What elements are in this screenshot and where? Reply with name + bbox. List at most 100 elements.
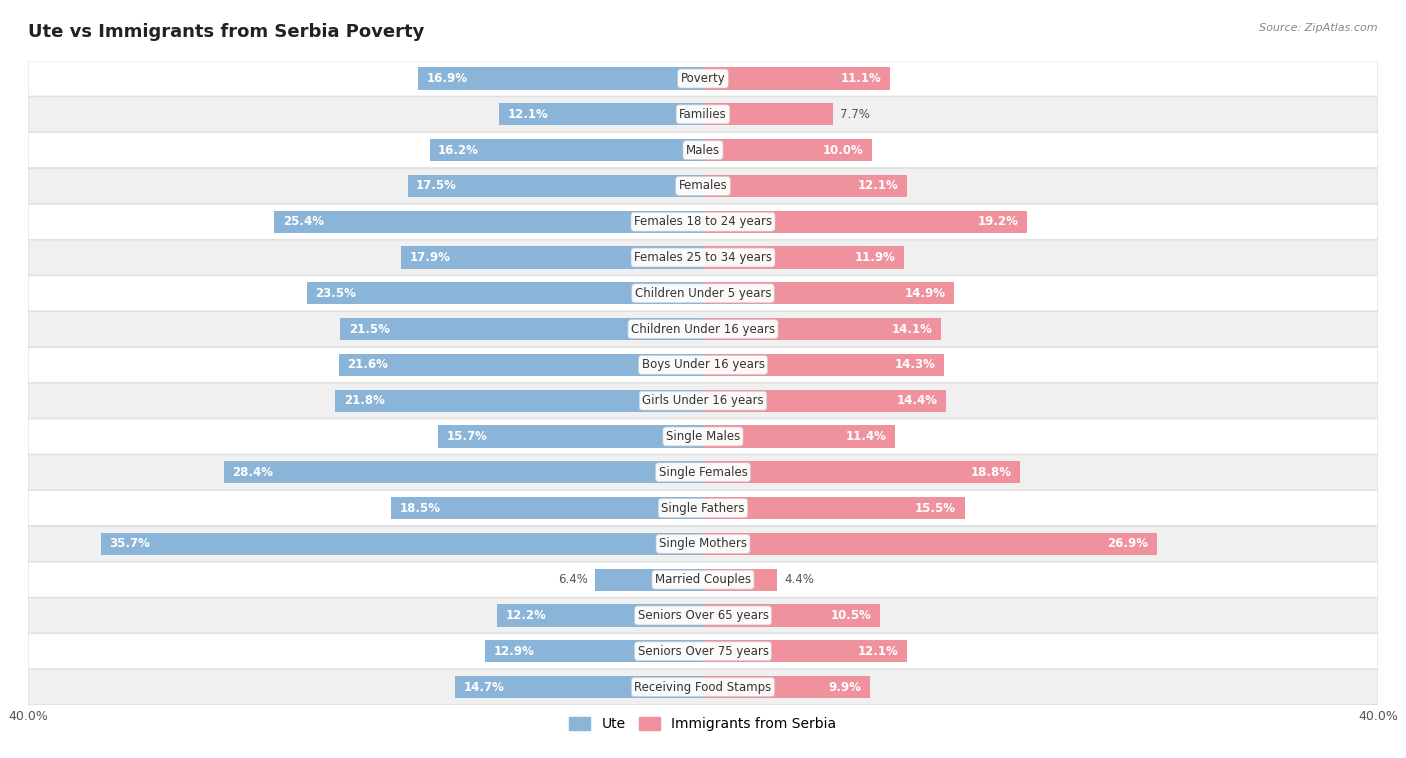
Text: Females 25 to 34 years: Females 25 to 34 years xyxy=(634,251,772,264)
Text: 4.4%: 4.4% xyxy=(785,573,814,586)
Bar xyxy=(703,568,778,590)
Text: Females 18 to 24 years: Females 18 to 24 years xyxy=(634,215,772,228)
Bar xyxy=(703,390,946,412)
Text: Children Under 16 years: Children Under 16 years xyxy=(631,323,775,336)
Text: 11.9%: 11.9% xyxy=(855,251,896,264)
Bar xyxy=(703,533,1157,555)
Text: Single Fathers: Single Fathers xyxy=(661,502,745,515)
Text: 14.3%: 14.3% xyxy=(896,359,936,371)
FancyBboxPatch shape xyxy=(28,634,1378,669)
Text: Single Mothers: Single Mothers xyxy=(659,537,747,550)
Bar xyxy=(391,497,703,519)
Text: 14.1%: 14.1% xyxy=(891,323,932,336)
Bar xyxy=(340,318,703,340)
Text: Poverty: Poverty xyxy=(681,72,725,85)
Text: 18.8%: 18.8% xyxy=(970,465,1012,479)
Text: 6.4%: 6.4% xyxy=(558,573,588,586)
Bar xyxy=(430,139,703,161)
Text: 12.1%: 12.1% xyxy=(858,180,898,193)
Text: 16.9%: 16.9% xyxy=(426,72,467,85)
FancyBboxPatch shape xyxy=(28,312,1378,346)
Text: 28.4%: 28.4% xyxy=(232,465,273,479)
Bar xyxy=(703,67,890,89)
FancyBboxPatch shape xyxy=(28,490,1378,525)
Text: 7.7%: 7.7% xyxy=(839,108,869,121)
Text: 14.7%: 14.7% xyxy=(464,681,505,694)
Bar xyxy=(274,211,703,233)
Text: 12.1%: 12.1% xyxy=(508,108,548,121)
Bar xyxy=(703,676,870,698)
FancyBboxPatch shape xyxy=(28,97,1378,132)
Text: 26.9%: 26.9% xyxy=(1108,537,1149,550)
Text: Girls Under 16 years: Girls Under 16 years xyxy=(643,394,763,407)
Bar xyxy=(703,318,941,340)
Bar xyxy=(418,67,703,89)
Bar xyxy=(101,533,703,555)
Text: Males: Males xyxy=(686,143,720,157)
Bar xyxy=(339,354,703,376)
Text: Source: ZipAtlas.com: Source: ZipAtlas.com xyxy=(1260,23,1378,33)
Bar xyxy=(703,103,832,125)
Text: Seniors Over 65 years: Seniors Over 65 years xyxy=(637,609,769,622)
Text: Married Couples: Married Couples xyxy=(655,573,751,586)
FancyBboxPatch shape xyxy=(28,598,1378,633)
Bar xyxy=(703,604,880,627)
Text: Single Females: Single Females xyxy=(658,465,748,479)
Bar xyxy=(703,175,907,197)
Text: 15.7%: 15.7% xyxy=(447,430,488,443)
Bar xyxy=(703,211,1026,233)
Bar xyxy=(703,139,872,161)
Text: 12.2%: 12.2% xyxy=(506,609,547,622)
FancyBboxPatch shape xyxy=(28,526,1378,562)
Text: 35.7%: 35.7% xyxy=(110,537,150,550)
Bar xyxy=(498,604,703,627)
Text: 17.9%: 17.9% xyxy=(409,251,450,264)
Text: 12.1%: 12.1% xyxy=(858,645,898,658)
Text: 21.8%: 21.8% xyxy=(343,394,384,407)
Text: 18.5%: 18.5% xyxy=(399,502,440,515)
Bar xyxy=(703,282,955,305)
Bar xyxy=(335,390,703,412)
Text: Single Males: Single Males xyxy=(666,430,740,443)
Bar xyxy=(595,568,703,590)
Bar xyxy=(703,641,907,662)
Text: 17.5%: 17.5% xyxy=(416,180,457,193)
Bar xyxy=(401,246,703,268)
Text: 21.5%: 21.5% xyxy=(349,323,389,336)
FancyBboxPatch shape xyxy=(28,276,1378,311)
Bar xyxy=(703,246,904,268)
Bar xyxy=(703,354,945,376)
Text: Females: Females xyxy=(679,180,727,193)
Bar xyxy=(439,425,703,447)
FancyBboxPatch shape xyxy=(28,383,1378,418)
Bar xyxy=(307,282,703,305)
Text: 9.9%: 9.9% xyxy=(828,681,862,694)
FancyBboxPatch shape xyxy=(28,419,1378,454)
Bar xyxy=(703,461,1021,484)
Legend: Ute, Immigrants from Serbia: Ute, Immigrants from Serbia xyxy=(564,712,842,737)
Text: 19.2%: 19.2% xyxy=(977,215,1018,228)
Text: 16.2%: 16.2% xyxy=(439,143,479,157)
Text: 12.9%: 12.9% xyxy=(494,645,534,658)
Text: 15.5%: 15.5% xyxy=(915,502,956,515)
Text: 14.4%: 14.4% xyxy=(897,394,938,407)
Text: 25.4%: 25.4% xyxy=(283,215,323,228)
Text: 10.0%: 10.0% xyxy=(823,143,863,157)
Bar xyxy=(456,676,703,698)
Text: Receiving Food Stamps: Receiving Food Stamps xyxy=(634,681,772,694)
FancyBboxPatch shape xyxy=(28,133,1378,168)
Text: 23.5%: 23.5% xyxy=(315,287,356,300)
FancyBboxPatch shape xyxy=(28,562,1378,597)
Bar xyxy=(703,425,896,447)
Bar xyxy=(224,461,703,484)
FancyBboxPatch shape xyxy=(28,204,1378,240)
FancyBboxPatch shape xyxy=(28,347,1378,383)
Text: Seniors Over 75 years: Seniors Over 75 years xyxy=(637,645,769,658)
Text: Children Under 5 years: Children Under 5 years xyxy=(634,287,772,300)
FancyBboxPatch shape xyxy=(28,61,1378,96)
FancyBboxPatch shape xyxy=(28,168,1378,203)
FancyBboxPatch shape xyxy=(28,240,1378,275)
Bar xyxy=(499,103,703,125)
Bar xyxy=(703,497,965,519)
Text: Boys Under 16 years: Boys Under 16 years xyxy=(641,359,765,371)
